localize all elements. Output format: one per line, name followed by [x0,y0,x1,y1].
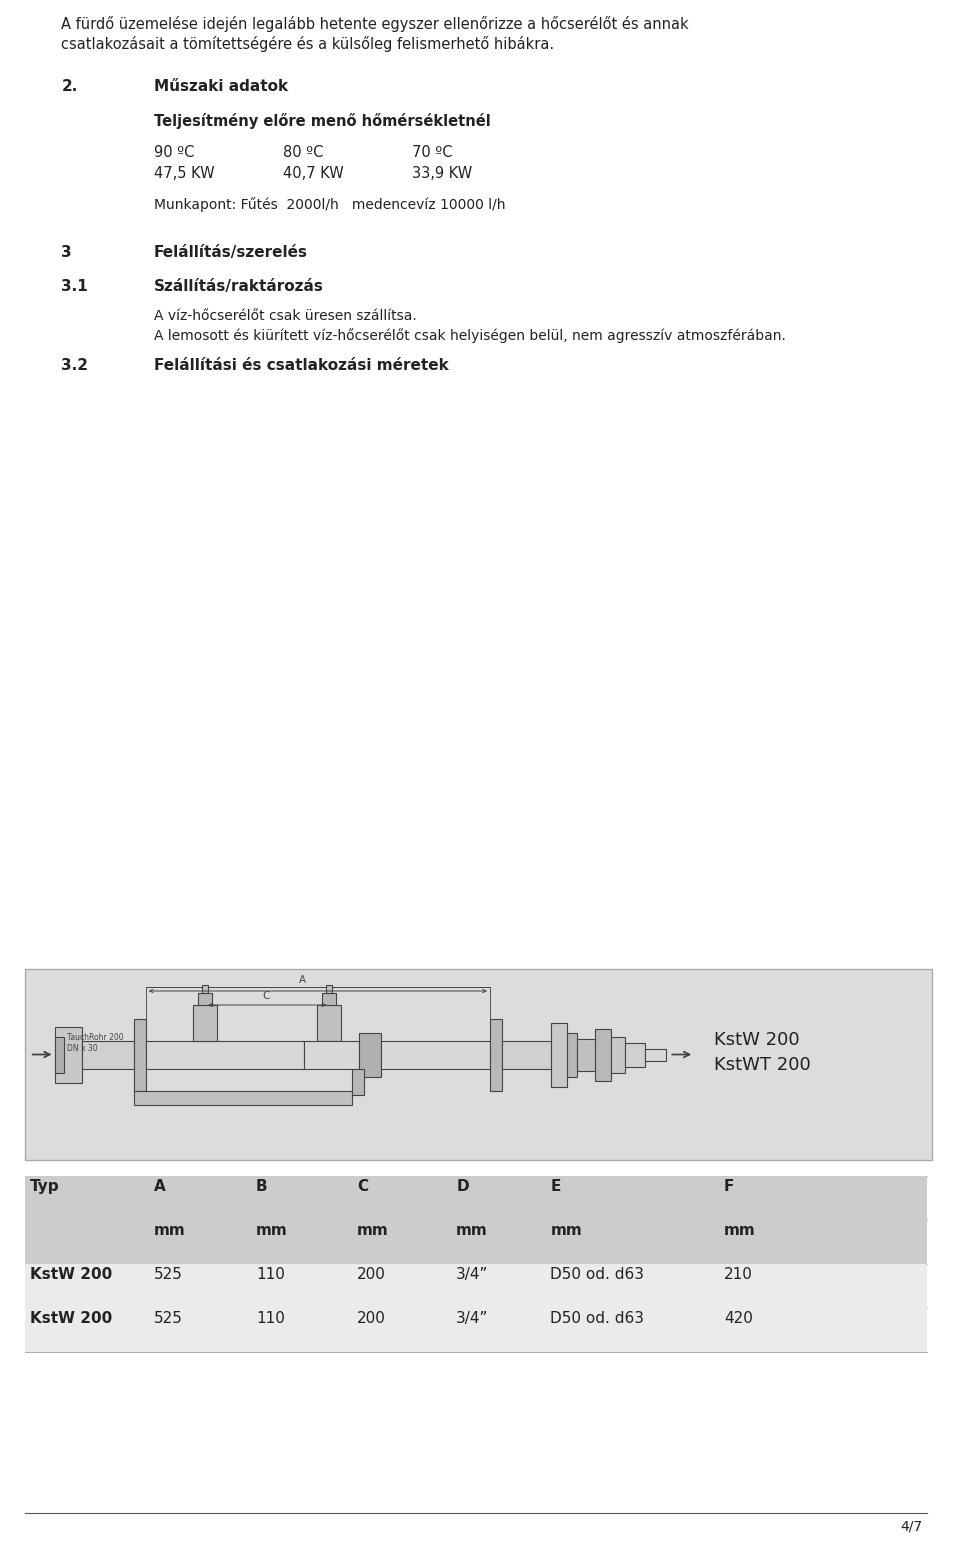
Text: mm: mm [456,1224,488,1237]
Text: 110: 110 [256,1311,285,1325]
Bar [318,1005,341,1040]
Text: mm: mm [154,1224,185,1237]
Bar [25,1264,927,1308]
Bar [25,1308,927,1351]
Bar [359,1032,381,1077]
Bar [611,1037,625,1073]
Bar [25,1176,927,1220]
Bar [83,1040,133,1068]
Text: 3/4”: 3/4” [456,1267,489,1282]
Text: csatlakozásait a tömítettségére és a külsőleg felismerhető hibákra.: csatlakozásait a tömítettségére és a kül… [61,35,555,52]
Text: 110: 110 [256,1267,285,1282]
Text: 210: 210 [724,1267,753,1282]
Text: Szállítás/raktározás: Szállítás/raktározás [154,279,324,294]
Text: A: A [299,975,306,985]
Text: D50 od. d63: D50 od. d63 [550,1311,644,1325]
Text: Teljesítmény előre menő hőmérsékletnél: Teljesítmény előre menő hőmérsékletnél [154,112,491,129]
Text: mm: mm [256,1224,288,1237]
Text: 3.1: 3.1 [61,279,88,294]
Text: 525: 525 [154,1311,182,1325]
Bar [323,992,336,1005]
Text: 33,9 KW: 33,9 KW [412,166,471,180]
Text: 3: 3 [61,245,72,260]
Bar [625,1043,644,1066]
Bar [55,1026,83,1082]
Bar [25,1220,927,1264]
Bar [203,985,208,992]
Text: 525: 525 [154,1267,182,1282]
Text: D50 od. d63: D50 od. d63 [550,1267,644,1282]
Text: A: A [154,1179,165,1194]
Text: KstW 200: KstW 200 [714,1031,800,1049]
Bar [304,1040,359,1068]
Text: TauchRohr 200
DN x 30: TauchRohr 200 DN x 30 [67,1032,124,1054]
Text: 47,5 KW: 47,5 KW [154,166,214,180]
Bar [326,985,332,992]
Text: B: B [256,1179,268,1194]
Text: A fürdő üzemelése idején legalább hetente egyszer ellenőrizze a hőcserélőt és an: A fürdő üzemelése idején legalább hetent… [61,15,689,32]
Text: A lemosott és kiürített víz-hőcserélőt csak helyiségen belül, nem agresszív atmo: A lemosott és kiürített víz-hőcserélőt c… [154,328,785,342]
Bar [352,1068,364,1094]
Text: 90 ºC: 90 ºC [154,145,194,160]
Bar [199,992,212,1005]
Text: Typ: Typ [30,1179,60,1194]
Bar [490,1019,502,1091]
Bar [133,1019,146,1091]
Text: 3.2: 3.2 [61,358,88,373]
Text: mm: mm [357,1224,389,1237]
Bar [55,1037,64,1073]
Text: 4/7: 4/7 [900,1519,923,1533]
Text: KstWT 200: KstWT 200 [714,1056,811,1074]
Text: 200: 200 [357,1267,386,1282]
Text: 2.: 2. [61,79,78,94]
Bar [644,1048,666,1060]
Text: A víz-hőcserélőt csak üresen szállítsa.: A víz-hőcserélőt csak üresen szállítsa. [154,310,417,324]
Bar [193,1005,217,1040]
Text: Felállítási és csatlakozási méretek: Felállítási és csatlakozási méretek [154,358,448,373]
Text: C: C [262,991,270,1002]
Text: mm: mm [724,1224,756,1237]
Text: 200: 200 [357,1311,386,1325]
Text: Műszaki adatok: Műszaki adatok [154,79,288,94]
Text: mm: mm [550,1224,582,1237]
Bar [577,1039,595,1071]
Bar [502,1040,551,1068]
Bar [381,1040,490,1068]
Text: 3/4”: 3/4” [456,1311,489,1325]
Text: KstW 200: KstW 200 [30,1311,112,1325]
Text: 420: 420 [724,1311,753,1325]
Bar [25,969,932,1160]
Text: 80 ºC: 80 ºC [282,145,323,160]
Text: D: D [456,1179,468,1194]
Text: KstW 200: KstW 200 [30,1267,112,1282]
Bar [567,1032,577,1077]
Bar [146,1040,304,1068]
Text: C: C [357,1179,368,1194]
Text: E: E [550,1179,561,1194]
Bar [551,1023,567,1086]
Text: F: F [724,1179,734,1194]
Text: Felállítás/szerelés: Felállítás/szerelés [154,245,308,260]
Text: 70 ºC: 70 ºC [412,145,452,160]
Bar [133,1091,352,1105]
Bar [595,1028,611,1080]
Text: Munkapont: Fűtés  2000l/h   medencevíz 10000 l/h: Munkapont: Fűtés 2000l/h medencevíz 1000… [154,197,505,211]
Text: 40,7 KW: 40,7 KW [282,166,344,180]
